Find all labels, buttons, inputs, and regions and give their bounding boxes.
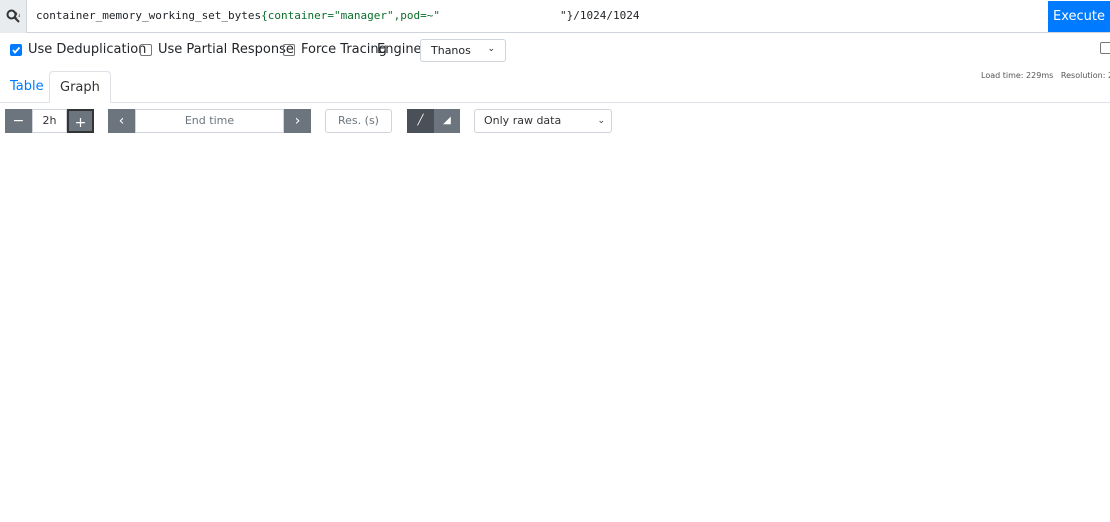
tab[interactable]: Table xyxy=(10,79,44,94)
tab[interactable]: Graph xyxy=(49,71,111,103)
range-plus[interactable]: + xyxy=(67,109,94,133)
option[interactable]: Use Partial Response xyxy=(140,42,294,58)
query-stats: Load time: 229ms Resolution: 28s xyxy=(981,71,1110,80)
option-label: Use Deduplication xyxy=(28,42,147,57)
checkbox xyxy=(283,44,295,56)
execute-button[interactable]: Execute xyxy=(1048,1,1110,32)
y-tick-label: 240.00 xyxy=(13,11,20,20)
query-suffix: "}/1024/1024 xyxy=(559,9,640,22)
option-label: Force Tracing xyxy=(301,42,387,57)
query-bar: 80.00100.00120.00140.00160.00180.00200.0… xyxy=(0,0,1110,381)
chart xyxy=(0,140,1110,522)
checkbox xyxy=(10,44,22,56)
stacked-chart-button[interactable]: ◢ xyxy=(434,109,460,133)
engine-value: Thanos xyxy=(431,44,471,57)
mode-select[interactable]: Only raw data ⌄ xyxy=(474,109,612,133)
line-chart-button[interactable]: ╱ xyxy=(407,109,434,133)
query-input[interactable]: container_memory_working_set_bytes{conta… xyxy=(36,9,639,22)
option[interactable]: Use Deduplication xyxy=(10,42,146,58)
option[interactable]: Force Tracing xyxy=(283,42,387,58)
tab-divider xyxy=(0,102,1110,103)
search-icon: 80.00100.00120.00140.00160.00180.00200.0… xyxy=(0,0,1110,381)
range-minus[interactable]: − xyxy=(5,109,32,133)
engine-label: Engine xyxy=(377,42,422,57)
query-selector: {container="manager",pod=~" xyxy=(261,9,440,22)
time-forward[interactable]: › xyxy=(284,109,311,133)
range-input[interactable]: 2h xyxy=(32,109,67,133)
end-time-input[interactable]: End time xyxy=(135,109,284,133)
checkbox xyxy=(140,44,152,56)
checkbox[interactable] xyxy=(1100,42,1110,54)
resolution-input[interactable]: Res. (s) xyxy=(325,109,392,133)
mode-value: Only raw data xyxy=(484,114,562,127)
option-label: Use Partial Response xyxy=(158,42,294,57)
engine-select[interactable]: Thanos ⌄ xyxy=(420,39,506,62)
query-metric: container_memory_working_set_bytes xyxy=(36,9,262,22)
time-back[interactable]: ‹ xyxy=(108,109,135,133)
